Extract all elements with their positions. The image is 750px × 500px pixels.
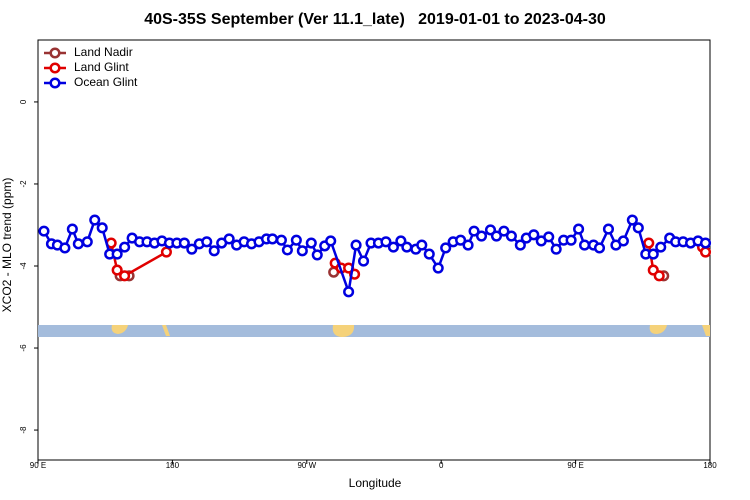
- data-point: [505, 230, 517, 242]
- x-tick-label: 90 E: [30, 461, 46, 470]
- data-point: [490, 230, 503, 242]
- data-point: [343, 286, 355, 298]
- data-point: [498, 225, 510, 237]
- data-point: [602, 223, 615, 235]
- legend-marker: [49, 77, 61, 89]
- data-point: [647, 248, 659, 260]
- data-point: [632, 222, 644, 234]
- data-point: [387, 241, 399, 253]
- data-point: [401, 241, 413, 253]
- data-point: [66, 223, 78, 235]
- plot-frame: [37, 39, 711, 461]
- data-point: [305, 237, 317, 249]
- data-point: [468, 225, 480, 237]
- data-point: [266, 233, 279, 245]
- y-tick-label: -8: [19, 426, 28, 434]
- data-point: [72, 238, 84, 250]
- data-point: [440, 242, 452, 254]
- data-point: [296, 245, 308, 257]
- data-point: [325, 235, 337, 247]
- data-point: [89, 214, 101, 226]
- data-point: [160, 246, 172, 258]
- x-tick-label: 0: [439, 461, 444, 470]
- data-point: [357, 255, 370, 267]
- x-tick-label: 180: [166, 461, 180, 470]
- data-point: [350, 239, 362, 251]
- data-point: [653, 270, 665, 282]
- data-point: [223, 233, 235, 245]
- data-point: [565, 234, 577, 246]
- y-tick-label: -6: [19, 344, 28, 352]
- chart-title: 40S-35S September (Ver 11.1_late) 2019-0…: [144, 11, 606, 28]
- data-point: [59, 242, 71, 254]
- data-point: [423, 248, 435, 260]
- data-point: [626, 214, 638, 226]
- data-point: [208, 245, 220, 257]
- data-point: [550, 243, 562, 255]
- data-point: [617, 235, 629, 247]
- data-point: [643, 237, 655, 249]
- data-point: [96, 222, 108, 234]
- data-point: [111, 264, 123, 276]
- data-point: [281, 244, 293, 256]
- data-point: [380, 236, 392, 248]
- data-point: [593, 242, 606, 254]
- y-axis-label: XCO2 - MLO trend (ppm): [0, 178, 14, 313]
- data-point: [186, 243, 198, 255]
- x-tick-label: 90 W: [297, 461, 316, 470]
- data-point: [311, 249, 323, 261]
- legend-label: Land Glint: [74, 60, 129, 74]
- land-map-strip: [38, 325, 710, 337]
- data-point: [699, 237, 712, 249]
- data-point: [579, 239, 591, 251]
- data-point: [462, 239, 474, 251]
- data-point: [119, 270, 131, 282]
- y-tick-label: 0: [19, 99, 28, 104]
- data-point: [699, 246, 712, 258]
- data-point: [455, 234, 467, 246]
- x-tick-label: 180: [703, 461, 717, 470]
- x-axis-label: Longitude: [349, 476, 402, 490]
- data-point: [201, 236, 213, 248]
- data-point: [111, 248, 123, 260]
- legend-label: Land Nadir: [74, 45, 133, 59]
- data-point: [655, 241, 667, 253]
- data-point: [528, 229, 540, 241]
- data-point: [475, 230, 488, 242]
- data-point: [119, 241, 131, 253]
- data-point: [573, 223, 585, 235]
- data-point: [432, 262, 444, 274]
- y-tick-label: -4: [19, 262, 28, 270]
- legend-label: Ocean Glint: [74, 75, 138, 89]
- data-point: [416, 239, 428, 251]
- data-point: [81, 236, 93, 248]
- data-point: [178, 237, 190, 249]
- data-point: [543, 231, 555, 243]
- data-point: [514, 239, 526, 251]
- data-point: [275, 234, 287, 246]
- x-tick-label: 90 E: [567, 461, 583, 470]
- data-point: [38, 225, 50, 237]
- legend-marker: [49, 62, 61, 74]
- data-point: [290, 234, 302, 246]
- legend-marker: [49, 47, 61, 59]
- y-tick-label: -2: [19, 180, 28, 188]
